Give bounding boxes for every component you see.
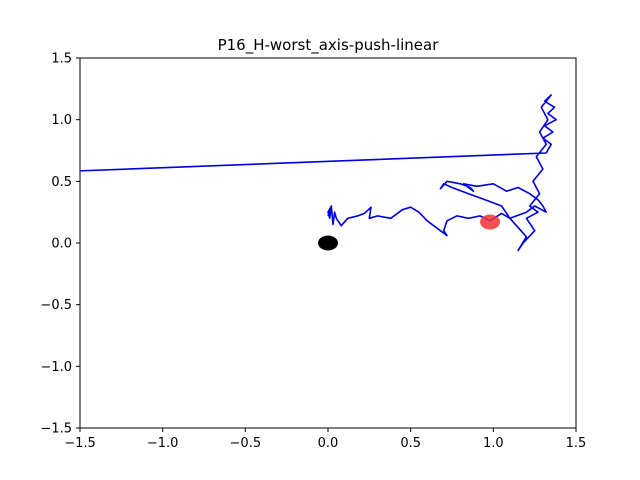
x-tick-label: −1.0 bbox=[147, 436, 179, 451]
x-tick-label: −1.5 bbox=[64, 436, 96, 451]
x-tick-label: −0.5 bbox=[230, 436, 262, 451]
x-tick-label: 1.5 bbox=[566, 436, 587, 451]
chart-title: P16_H-worst_axis-push-linear bbox=[218, 36, 440, 55]
start-marker bbox=[318, 235, 338, 251]
y-tick-label: 1.5 bbox=[51, 52, 72, 67]
y-tick-label: 1.0 bbox=[51, 113, 72, 128]
x-tick-label: 0.5 bbox=[400, 436, 421, 451]
x-tick-label: 1.0 bbox=[483, 436, 504, 451]
goal-marker bbox=[480, 214, 501, 230]
y-tick-label: −1.5 bbox=[40, 422, 72, 437]
trajectory-line bbox=[80, 94, 558, 252]
x-tick-label: 0.0 bbox=[318, 436, 339, 451]
y-tick-label: 0.0 bbox=[51, 237, 72, 252]
y-tick-label: −1.0 bbox=[40, 360, 72, 375]
y-tick-label: −0.5 bbox=[40, 298, 72, 313]
y-tick-label: 0.5 bbox=[51, 175, 72, 190]
